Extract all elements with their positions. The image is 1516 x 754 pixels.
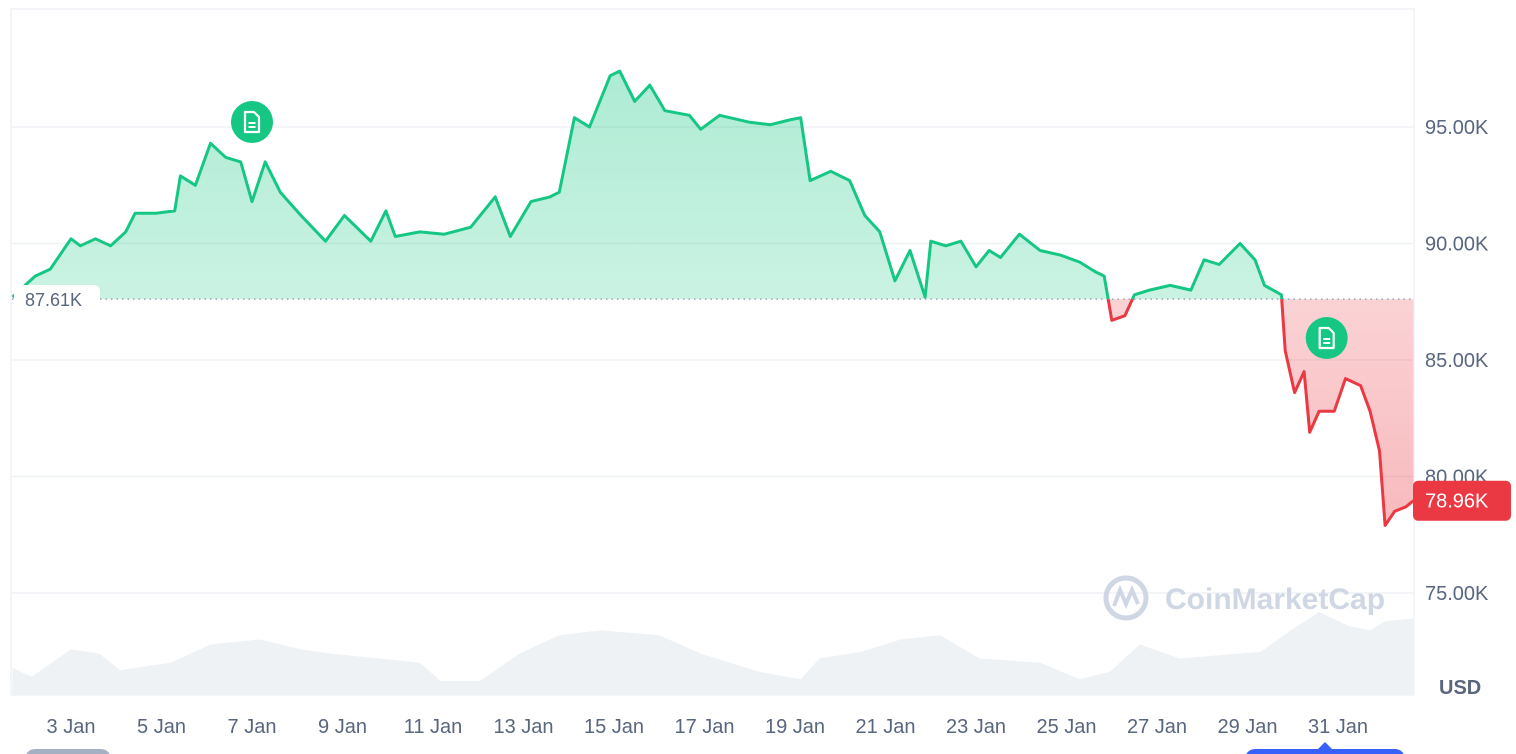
baseline-price-label: 87.61K: [25, 290, 82, 310]
x-tick-label: 31 Jan: [1308, 716, 1368, 738]
x-tick-label: 17 Jan: [674, 716, 734, 738]
x-tick-label: 19 Jan: [765, 716, 825, 738]
bottom-controls: [25, 742, 1405, 754]
news-marker[interactable]: [231, 101, 273, 143]
current-price-label: 78.96K: [1425, 491, 1489, 513]
currency-label: USD: [1439, 677, 1481, 699]
document-icon: [243, 110, 261, 134]
news-marker[interactable]: [1305, 317, 1348, 359]
document-outline: [243, 110, 261, 134]
x-tick-label: 7 Jan: [228, 716, 277, 738]
y-tick-label: 75.00K: [1425, 583, 1489, 605]
x-axis: 3 Jan 5 Jan 7 Jan 9 Jan 11 Jan 13 Jan 15 Jan 17…: [47, 716, 1369, 738]
y-tick-label: 85.00K: [1425, 350, 1489, 372]
x-tick-label: 13 Jan: [493, 716, 553, 738]
price-line-up: [11, 69, 1284, 300]
x-tick-label: 21 Jan: [855, 716, 915, 738]
y-tick-label: 90.00K: [1425, 234, 1489, 256]
coinmarketcap-logo-icon: [1103, 575, 1149, 621]
x-tick-label: 23 Jan: [946, 716, 1006, 738]
watermark: CoinMarketCap: [1103, 575, 1385, 621]
document-outline: [1318, 326, 1335, 350]
x-tick-label: 29 Jan: [1217, 716, 1277, 738]
x-tick-label: 9 Jan: [318, 716, 367, 738]
baseline-label: 87.61K: [14, 285, 100, 313]
x-tick-label: 15 Jan: [584, 716, 644, 738]
x-tick-label: 27 Jan: [1127, 716, 1187, 738]
x-tick-label: 3 Jan: [47, 716, 96, 738]
document-icon: [1318, 326, 1335, 350]
range-selector-right[interactable]: [1245, 749, 1405, 754]
x-tick-label: 5 Jan: [137, 716, 186, 738]
x-tick-label: 25 Jan: [1036, 716, 1096, 738]
area-fill-above-baseline: [12, 71, 1414, 300]
range-selector-pointer: [1317, 742, 1333, 750]
current-price-badge: 78.96K: [1413, 480, 1511, 521]
range-handle-left[interactable]: [25, 749, 111, 754]
y-tick-label: 95.00K: [1425, 117, 1489, 139]
volume-area: [12, 612, 1414, 695]
watermark-text: CoinMarketCap: [1165, 583, 1385, 616]
x-tick-label: 11 Jan: [404, 716, 463, 738]
